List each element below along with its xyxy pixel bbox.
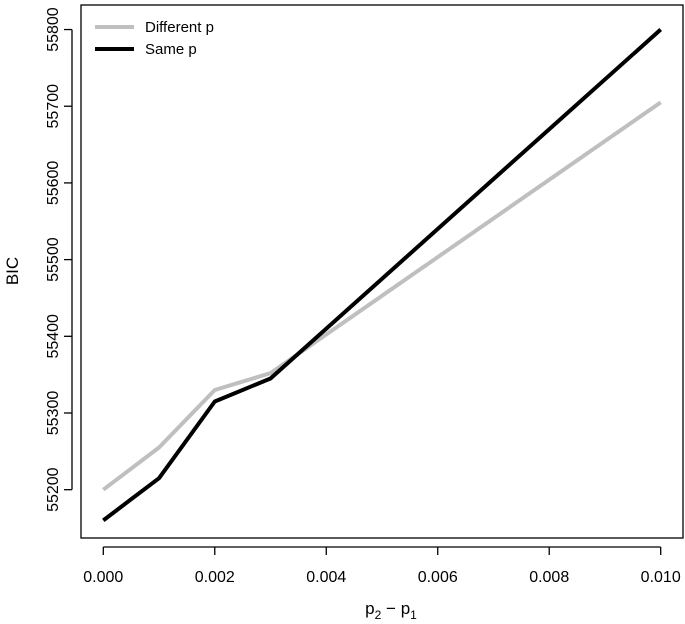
x-tick-label: 0.008 bbox=[529, 569, 569, 586]
x-label-sub2: 2 bbox=[375, 608, 382, 622]
x-axis: 0.000 0.002 0.004 0.006 0.008 0.010 bbox=[83, 546, 681, 586]
x-tick-label: 0.010 bbox=[641, 569, 681, 586]
y-axis: 55200 55300 55400 55500 55600 55700 55800 bbox=[45, 7, 73, 512]
x-label-p2: p bbox=[365, 599, 374, 618]
x-label-p1: p bbox=[401, 599, 410, 618]
y-tick-label: 55400 bbox=[45, 314, 62, 359]
x-tick-label: 0.006 bbox=[418, 569, 458, 586]
x-axis-label: p2 − p1 bbox=[365, 599, 417, 622]
series-line-0 bbox=[102, 100, 662, 492]
plot-frame bbox=[80, 4, 684, 539]
y-tick-label: 55300 bbox=[45, 391, 62, 436]
x-tick-label: 0.004 bbox=[306, 569, 346, 586]
x-tick-label: 0.000 bbox=[83, 569, 123, 586]
series-layer bbox=[102, 28, 663, 522]
y-tick-label: 55600 bbox=[45, 161, 62, 206]
x-label-sub1: 1 bbox=[410, 608, 417, 622]
y-tick-label: 55800 bbox=[45, 7, 62, 52]
y-tick-label: 55200 bbox=[45, 467, 62, 512]
x-label-sep: − bbox=[381, 599, 400, 618]
legend: Different p Same p bbox=[95, 19, 214, 58]
legend-label-0: Different p bbox=[145, 19, 214, 36]
y-tick-label: 55700 bbox=[45, 84, 62, 129]
x-tick-label: 0.002 bbox=[195, 569, 235, 586]
y-axis-label: BIC bbox=[3, 257, 22, 285]
legend-label-1: Same p bbox=[145, 41, 197, 58]
series-line-1 bbox=[102, 28, 663, 522]
y-tick-label: 55500 bbox=[45, 237, 62, 282]
